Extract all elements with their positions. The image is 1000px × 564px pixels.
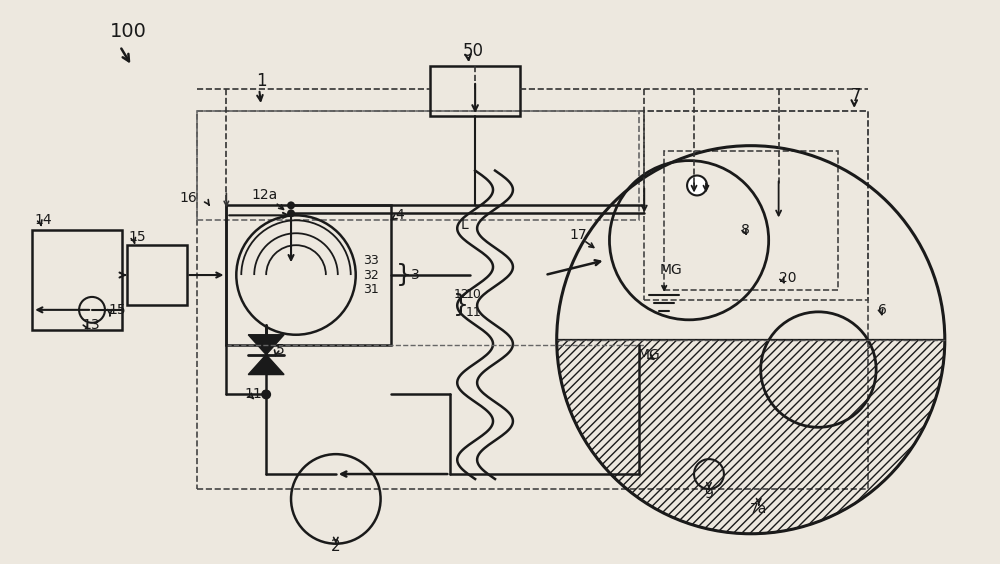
Text: 17: 17 (570, 228, 587, 242)
Text: 7: 7 (850, 87, 861, 105)
Bar (644, 111, 868, 300)
Text: 50: 50 (463, 42, 484, 60)
Text: 4: 4 (396, 208, 404, 222)
Text: 32: 32 (363, 268, 378, 281)
Bar (430, 66, 520, 116)
Text: 15: 15 (109, 303, 127, 317)
Text: 5: 5 (276, 343, 285, 356)
Text: 10: 10 (466, 288, 482, 301)
Circle shape (287, 201, 295, 209)
Text: 13: 13 (82, 318, 100, 332)
Text: 33: 33 (363, 254, 378, 267)
Text: 12a: 12a (251, 188, 277, 202)
Bar (32, 230, 122, 330)
Bar (226, 205, 391, 345)
Bar (197, 111, 639, 221)
Text: 31: 31 (363, 284, 378, 297)
Text: }: } (396, 263, 412, 287)
Polygon shape (248, 355, 284, 374)
Text: 1: 1 (256, 72, 267, 90)
Text: 11a: 11a (244, 387, 271, 402)
Text: MG: MG (637, 347, 660, 362)
Text: 2: 2 (331, 539, 341, 554)
Text: 8: 8 (741, 223, 750, 237)
Bar (197, 111, 868, 489)
Text: 16: 16 (180, 191, 197, 205)
Text: 9: 9 (705, 487, 713, 501)
Text: 15: 15 (129, 230, 146, 244)
Text: 11: 11 (466, 306, 482, 319)
Text: 20: 20 (779, 271, 796, 285)
Text: L: L (460, 218, 468, 232)
Text: 100: 100 (110, 22, 147, 41)
Circle shape (287, 209, 295, 217)
Text: 3: 3 (410, 268, 419, 282)
Circle shape (261, 390, 271, 399)
Bar (664, 151, 838, 290)
Bar (127, 245, 187, 305)
Circle shape (687, 175, 707, 196)
Text: 14: 14 (34, 213, 52, 227)
Text: 7a: 7a (750, 502, 767, 516)
Text: MG: MG (659, 263, 682, 277)
Text: 12: 12 (453, 288, 469, 301)
Polygon shape (248, 335, 284, 355)
Text: 6: 6 (878, 303, 887, 317)
Text: }: } (453, 293, 469, 317)
